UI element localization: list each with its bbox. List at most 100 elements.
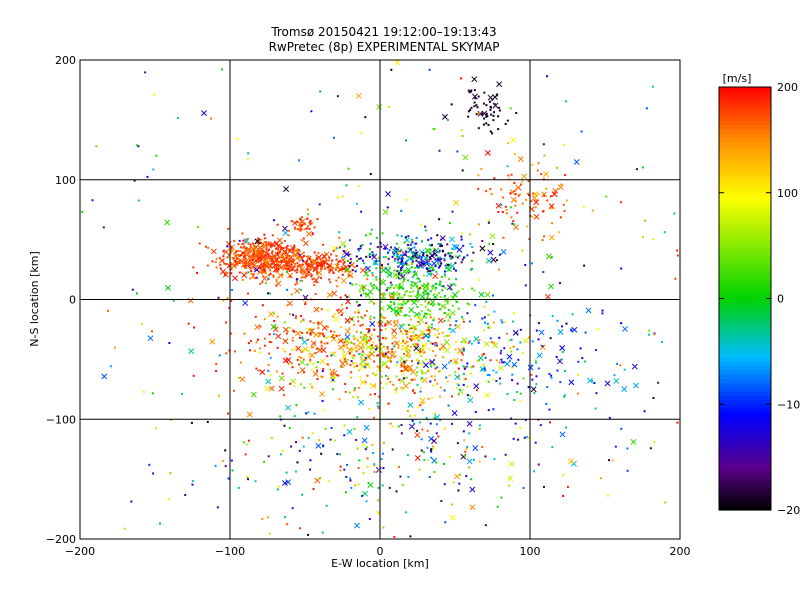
data-point [462, 430, 465, 433]
data-point [336, 95, 339, 98]
data-point [225, 271, 228, 274]
colorbar-segment [719, 218, 771, 223]
data-point [375, 260, 378, 263]
colorbar-segment [719, 256, 771, 262]
data-point-x [294, 287, 301, 294]
data-point [276, 252, 279, 255]
data-point-x [441, 113, 448, 120]
data-point [312, 322, 315, 325]
data-point [435, 283, 438, 286]
data-point [387, 359, 390, 362]
data-point [123, 527, 126, 530]
data-point [191, 483, 194, 486]
data-point [285, 250, 288, 253]
data-point [365, 309, 368, 312]
data-point [226, 245, 229, 248]
data-point [249, 256, 252, 259]
data-point [517, 438, 520, 441]
data-point [411, 378, 414, 381]
data-point [426, 267, 429, 270]
colorbar-segment [719, 235, 771, 240]
data-point [361, 350, 364, 353]
data-point [328, 256, 331, 259]
data-point [308, 354, 311, 357]
data-point [376, 354, 379, 357]
data-point [309, 382, 312, 385]
data-point [487, 313, 490, 316]
colorbar-segment [719, 264, 771, 270]
data-point [417, 293, 420, 296]
data-point [254, 480, 257, 483]
data-point [169, 472, 172, 475]
data-point [309, 333, 312, 336]
data-point [358, 290, 361, 293]
data-point [418, 280, 421, 283]
data-point [357, 311, 360, 314]
data-point [347, 167, 350, 170]
data-point [676, 249, 679, 252]
data-point [263, 344, 266, 347]
data-point [340, 366, 343, 369]
data-point [249, 243, 252, 246]
data-point [385, 382, 388, 385]
data-point [400, 248, 403, 251]
data-point [318, 203, 321, 206]
data-point [282, 251, 285, 254]
data-point [489, 188, 492, 191]
data-point [425, 342, 428, 345]
data-point [483, 305, 486, 308]
data-point [310, 346, 313, 349]
data-point [330, 373, 333, 376]
data-point [430, 323, 433, 326]
data-point-x [309, 352, 315, 359]
data-point [426, 254, 429, 257]
data-point [392, 295, 395, 298]
data-point [352, 357, 355, 360]
data-point [287, 259, 290, 262]
data-point-x [337, 266, 344, 273]
data-point [484, 369, 487, 372]
data-point [294, 470, 297, 473]
data-point [324, 261, 327, 264]
data-point [511, 366, 514, 369]
data-point [373, 464, 376, 467]
data-point [172, 299, 175, 302]
data-point [551, 446, 554, 449]
colorbar-segment [719, 141, 771, 147]
data-point [548, 408, 551, 411]
data-point [225, 321, 228, 324]
data-point [267, 253, 270, 256]
colorbar-segment [719, 230, 771, 236]
data-point [238, 254, 241, 257]
data-point [301, 216, 304, 219]
data-point [303, 261, 306, 264]
data-point [230, 268, 233, 271]
data-point [391, 350, 394, 353]
data-point [357, 466, 360, 469]
data-point [594, 407, 597, 410]
data-point [317, 251, 320, 254]
data-point [332, 315, 335, 318]
data-point [335, 258, 338, 261]
data-point [337, 338, 340, 341]
data-point [304, 276, 307, 279]
data-point-x [431, 260, 438, 267]
data-point-x [278, 375, 285, 382]
data-point [467, 115, 470, 118]
colorbar-segment [719, 383, 771, 388]
data-point [426, 446, 429, 449]
data-point [214, 464, 217, 467]
data-point [373, 302, 376, 305]
data-point [337, 260, 340, 263]
data-point [267, 242, 270, 245]
data-point [304, 303, 307, 306]
data-point [377, 499, 380, 502]
data-point [244, 257, 247, 260]
data-point [347, 274, 350, 277]
data-point [369, 172, 372, 175]
data-point [418, 288, 421, 291]
data-point-x [415, 333, 422, 340]
data-point [234, 251, 237, 254]
data-point [417, 261, 420, 264]
data-point [235, 250, 238, 253]
